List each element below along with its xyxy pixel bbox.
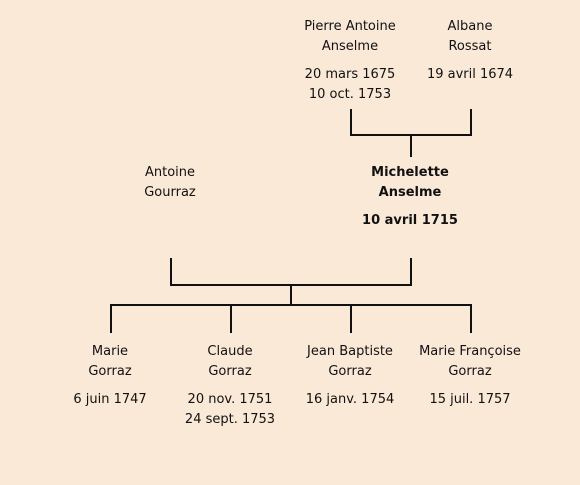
last-name: Gorraz [208, 364, 252, 379]
last-name: Rossat [448, 39, 492, 54]
last-name: Gorraz [88, 364, 132, 379]
first-name: Albane [447, 19, 493, 34]
first-name: Jean Baptiste [307, 344, 393, 359]
person-pierre-antoine-anselme: Pierre Antoine Anselme 20 mars 1675 10 o… [280, 17, 420, 105]
first-name: Claude [207, 344, 253, 359]
life-dates: 16 janv. 1754 [280, 390, 420, 410]
life-dates: 15 juil. 1757 [400, 390, 540, 410]
life-dates: 20 mars 1675 10 oct. 1753 [280, 65, 420, 105]
parents-connector [170, 258, 412, 286]
birth-date: 20 nov. 1751 [187, 392, 273, 407]
birth-date: 20 mars 1675 [304, 67, 396, 82]
person-jean-baptiste-gorraz: Jean Baptiste Gorraz 16 janv. 1754 [280, 342, 420, 410]
birth-date: 19 avril 1674 [426, 67, 514, 82]
life-dates: 20 nov. 1751 24 sept. 1753 [160, 390, 300, 430]
last-name: Gorraz [448, 364, 492, 379]
life-dates: 10 avril 1715 [340, 211, 480, 231]
first-name: Michelette [371, 165, 449, 180]
birth-date: 10 avril 1715 [362, 213, 458, 228]
death-date: 24 sept. 1753 [184, 412, 276, 427]
first-name: Antoine [144, 165, 196, 180]
first-name: Marie Françoise [419, 344, 521, 359]
birth-date: 6 juin 1747 [73, 392, 147, 407]
person-albane-rossat: Albane Rossat 19 avril 1674 [400, 17, 540, 85]
first-name: Marie [91, 344, 129, 359]
person-marie-gorraz: Marie Gorraz 6 juin 1747 [40, 342, 180, 410]
last-name: Anselme [321, 39, 379, 54]
first-name: Pierre Antoine [304, 19, 396, 34]
life-dates: 6 juin 1747 [40, 390, 180, 410]
death-date: 10 oct. 1753 [308, 87, 392, 102]
last-name: Anselme [378, 185, 442, 200]
last-name: Gorraz [328, 364, 372, 379]
grandparents-connector [350, 109, 472, 136]
birth-date: 16 janv. 1754 [305, 392, 395, 407]
person-antoine-gourraz: Antoine Gourraz [100, 163, 240, 203]
life-dates: 19 avril 1674 [400, 65, 540, 85]
person-michelette-anselme: Michelette Anselme 10 avril 1715 [340, 163, 480, 231]
person-marie-francoise-gorraz: Marie Françoise Gorraz 15 juil. 1757 [400, 342, 540, 410]
last-name: Gourraz [144, 185, 196, 200]
person-claude-gorraz: Claude Gorraz 20 nov. 1751 24 sept. 1753 [160, 342, 300, 430]
birth-date: 15 juil. 1757 [429, 392, 511, 407]
